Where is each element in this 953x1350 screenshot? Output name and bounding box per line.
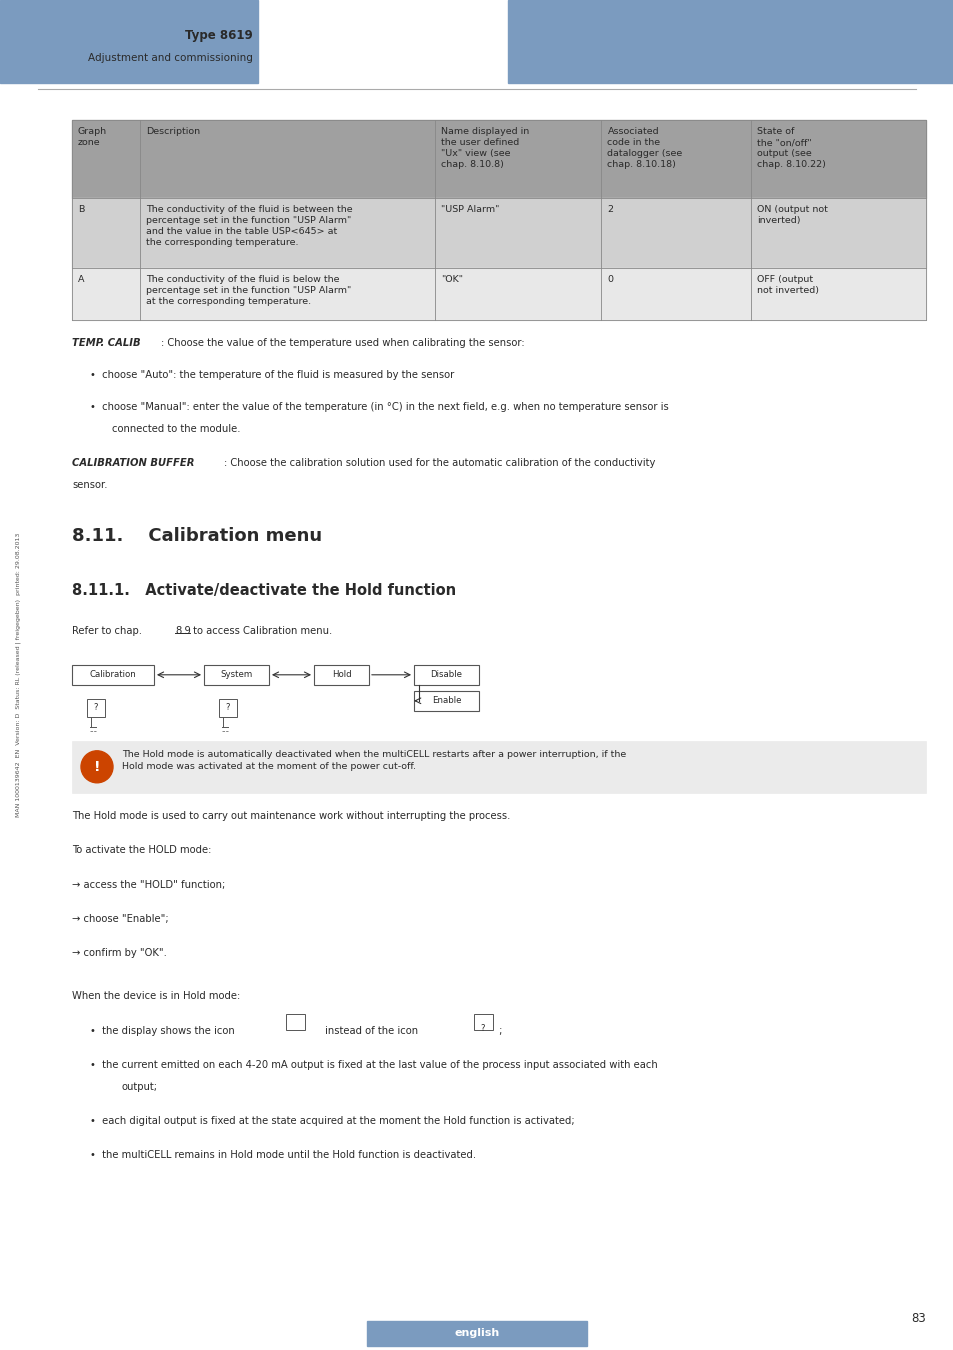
- Bar: [507, 0, 953, 82]
- Text: english: english: [454, 1328, 499, 1338]
- Text: 8.11.1.   Activate/deactivate the Hold function: 8.11.1. Activate/deactivate the Hold fun…: [71, 583, 456, 598]
- Text: B: B: [78, 205, 84, 215]
- Text: 2: 2: [607, 205, 613, 215]
- Text: bürkert: bürkert: [544, 23, 620, 40]
- Text: !: !: [93, 760, 100, 774]
- Bar: [314, 664, 369, 684]
- Text: 8.9: 8.9: [174, 626, 191, 636]
- Text: → choose "Enable";: → choose "Enable";: [71, 914, 169, 923]
- Text: ON (output not
inverted): ON (output not inverted): [756, 205, 827, 225]
- Text: to access Calibration menu.: to access Calibration menu.: [190, 626, 332, 636]
- Text: The conductivity of the fluid is between the
percentage set in the function "USP: The conductivity of the fluid is between…: [146, 205, 353, 247]
- Text: •  each digital output is fixed at the state acquired at the moment the Hold fun: • each digital output is fixed at the st…: [90, 1116, 574, 1126]
- Text: instead of the icon: instead of the icon: [325, 1026, 417, 1035]
- Text: 0: 0: [607, 275, 613, 284]
- Text: The Hold mode is automatically deactivated when the multiCELL restarts after a p: The Hold mode is automatically deactivat…: [122, 749, 625, 771]
- Text: Associated
code in the
datalogger (see
chap. 8.10.18): Associated code in the datalogger (see c…: [607, 127, 682, 169]
- Bar: [525, 26, 530, 30]
- Text: "OK": "OK": [440, 275, 462, 284]
- Text: sensor.: sensor.: [71, 479, 108, 490]
- Text: Refer to chap.: Refer to chap.: [71, 626, 145, 636]
- Bar: [204, 664, 269, 684]
- Text: output;: output;: [122, 1081, 158, 1092]
- Bar: [512, 40, 566, 45]
- Bar: [512, 26, 516, 30]
- Text: •  the multiCELL remains in Hold mode until the Hold function is deactivated.: • the multiCELL remains in Hold mode unt…: [90, 1150, 476, 1161]
- Bar: [474, 1014, 493, 1030]
- Text: FLUID CONTROL SYSTEMS: FLUID CONTROL SYSTEMS: [544, 54, 626, 58]
- Text: To activate the HOLD mode:: To activate the HOLD mode:: [71, 845, 212, 855]
- Text: OFF (output
not inverted): OFF (output not inverted): [756, 275, 818, 296]
- Bar: [71, 741, 925, 792]
- Bar: [71, 664, 153, 684]
- Text: 83: 83: [910, 1311, 925, 1324]
- Bar: [414, 664, 478, 684]
- Text: •  choose "Auto": the temperature of the fluid is measured by the sensor: • choose "Auto": the temperature of the …: [90, 370, 454, 381]
- Bar: [518, 26, 522, 30]
- Bar: [414, 691, 478, 711]
- Text: Name displayed in
the user defined
"Ux" view (see
chap. 8.10.8): Name displayed in the user defined "Ux" …: [440, 127, 529, 169]
- Text: 8.11.    Calibration menu: 8.11. Calibration menu: [71, 528, 322, 545]
- Text: ?: ?: [93, 703, 98, 713]
- Text: CALIBRATION BUFFER: CALIBRATION BUFFER: [71, 459, 194, 468]
- Text: → confirm by "OK".: → confirm by "OK".: [71, 949, 167, 958]
- Text: Graph
zone: Graph zone: [78, 127, 107, 147]
- Text: The conductivity of the fluid is below the
percentage set in the function "USP A: The conductivity of the fluid is below t…: [146, 275, 352, 306]
- Bar: [87, 699, 105, 717]
- Text: When the device is in Hold mode:: When the device is in Hold mode:: [71, 991, 240, 1002]
- Text: : Choose the value of the temperature used when calibrating the sensor:: : Choose the value of the temperature us…: [161, 338, 524, 348]
- Text: → access the "HOLD" function;: → access the "HOLD" function;: [71, 880, 225, 890]
- Text: •  the current emitted on each 4-20 mA output is fixed at the last value of the : • the current emitted on each 4-20 mA ou…: [90, 1060, 657, 1071]
- Text: The Hold mode is used to carry out maintenance work without interrupting the pro: The Hold mode is used to carry out maint…: [71, 811, 510, 821]
- Bar: [286, 1014, 305, 1030]
- Text: Enable: Enable: [432, 697, 460, 705]
- Bar: [71, 120, 925, 198]
- Text: Hold: Hold: [332, 671, 351, 679]
- Text: connected to the module.: connected to the module.: [112, 424, 240, 433]
- Text: TEMP. CALIB: TEMP. CALIB: [71, 338, 140, 348]
- Bar: [367, 1322, 586, 1346]
- Text: State of
the "on/off"
output (see
chap. 8.10.22): State of the "on/off" output (see chap. …: [756, 127, 825, 169]
- Bar: [71, 269, 925, 320]
- Text: Calibration: Calibration: [90, 671, 136, 679]
- Text: •  choose "Manual": enter the value of the temperature (in °C) in the next field: • choose "Manual": enter the value of th…: [90, 402, 668, 413]
- Bar: [219, 699, 236, 717]
- Text: Description: Description: [146, 127, 200, 136]
- Text: •  the display shows the icon: • the display shows the icon: [90, 1026, 234, 1035]
- Text: ;: ;: [496, 1026, 502, 1035]
- Text: A: A: [78, 275, 85, 284]
- Text: MAN 1000139642  EN  Version: D  Status: RL (released | freigegeben)  printed: 29: MAN 1000139642 EN Version: D Status: RL …: [15, 533, 21, 817]
- Text: Disable: Disable: [430, 671, 462, 679]
- Text: ?: ?: [226, 703, 230, 713]
- Text: : Choose the calibration solution used for the automatic calibration of the cond: : Choose the calibration solution used f…: [224, 459, 655, 468]
- Text: "USP Alarm": "USP Alarm": [440, 205, 498, 215]
- Text: ?: ?: [479, 1023, 484, 1033]
- Circle shape: [81, 751, 112, 783]
- Text: Type 8619: Type 8619: [185, 30, 253, 42]
- Bar: [0, 0, 257, 82]
- Bar: [71, 198, 925, 269]
- Text: System: System: [220, 671, 253, 679]
- Text: Adjustment and commissioning: Adjustment and commissioning: [88, 53, 253, 63]
